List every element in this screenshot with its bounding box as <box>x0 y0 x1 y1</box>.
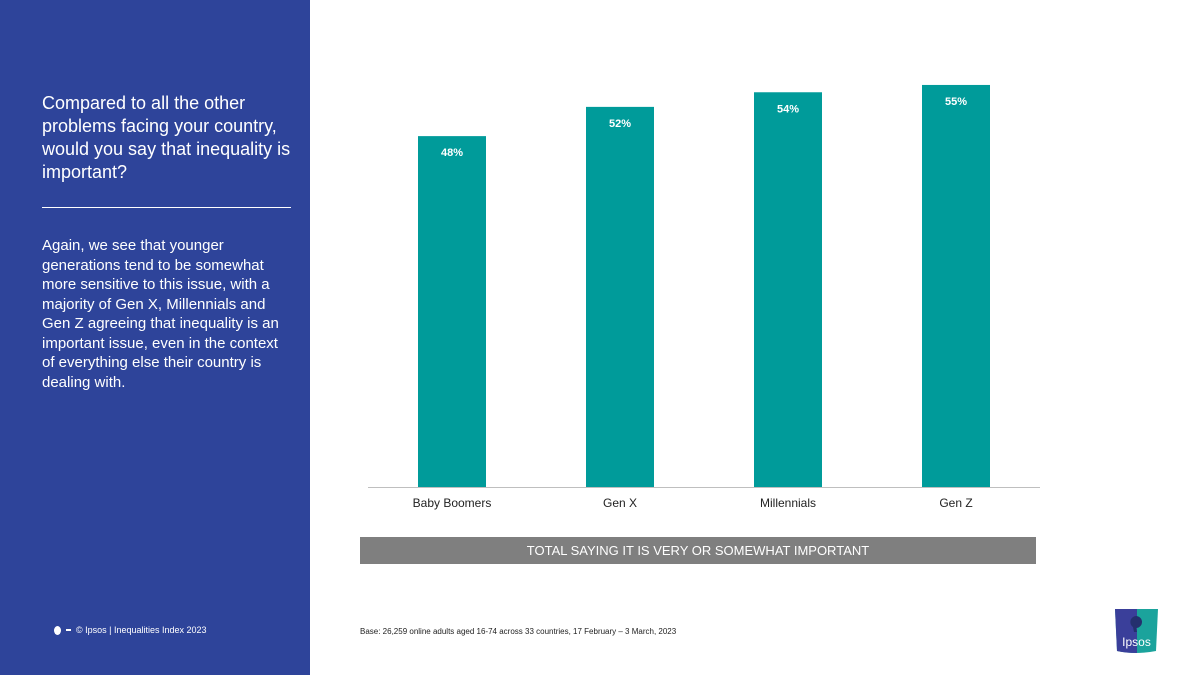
ipsos-mark-icon <box>54 625 61 635</box>
data-label: 48% <box>441 147 463 159</box>
footer: © Ipsos | Inequalities Index 2023 <box>54 625 207 635</box>
bar <box>922 84 990 487</box>
bar <box>754 92 822 487</box>
category-label: Gen Z <box>939 496 972 510</box>
category-label: Baby Boomers <box>413 496 492 510</box>
category-label: Millennials <box>760 496 816 510</box>
data-label: 54% <box>777 103 799 115</box>
sidebar: Compared to all the other problems facin… <box>0 0 310 675</box>
question-heading: Compared to all the other problems facin… <box>42 93 291 182</box>
category-label: Gen X <box>603 496 637 510</box>
data-label: 52% <box>609 118 631 130</box>
svg-text:Ipsos: Ipsos <box>1122 635 1151 649</box>
commentary-text: Again, we see that younger generations t… <box>42 237 279 391</box>
bar <box>586 106 654 487</box>
footer-text: © Ipsos | Inequalities Index 2023 <box>76 625 207 635</box>
ipsos-logo: Ipsos <box>1115 609 1158 653</box>
dash-icon <box>66 629 71 631</box>
divider <box>42 207 291 208</box>
data-label: 55% <box>945 96 967 108</box>
base-note: Base: 26,259 online adults aged 16-74 ac… <box>360 627 677 636</box>
chart-caption: TOTAL SAYING IT IS VERY OR SOMEWHAT IMPO… <box>360 537 1036 564</box>
bar <box>418 136 486 487</box>
